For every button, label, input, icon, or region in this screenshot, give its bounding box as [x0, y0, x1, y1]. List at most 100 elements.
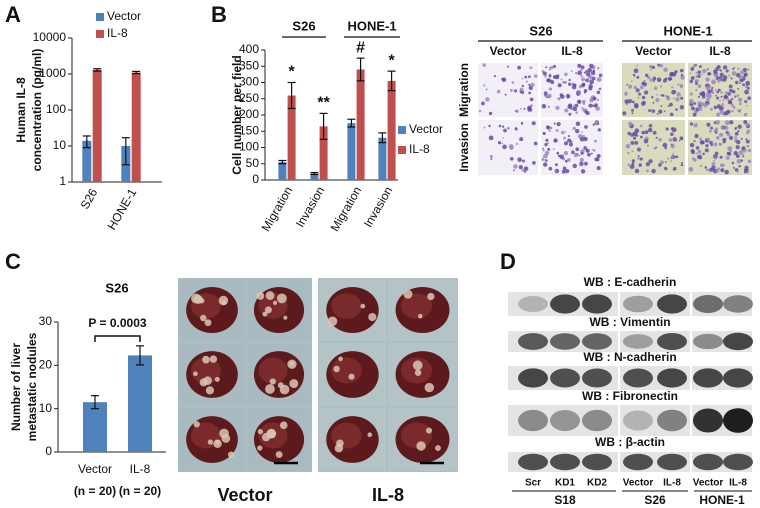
cell [745, 104, 748, 107]
cell [739, 82, 741, 85]
cell [561, 169, 566, 174]
cell [544, 142, 548, 147]
cell [648, 123, 653, 128]
cell [627, 151, 630, 155]
nodule [279, 421, 288, 430]
y-tick-label: 50 [246, 156, 260, 170]
cell [716, 167, 721, 171]
cell [720, 78, 724, 82]
liver-lobe [191, 422, 221, 449]
y-tick-label: 10 [39, 401, 53, 415]
cell [715, 120, 720, 125]
cell [719, 76, 723, 80]
cell [588, 86, 593, 91]
cell [592, 96, 597, 101]
y-tick-label: 250 [239, 91, 259, 105]
cell [592, 123, 596, 126]
cell [660, 105, 663, 107]
legend-label: IL-8 [409, 142, 430, 156]
cell [651, 109, 656, 113]
cell [731, 161, 735, 165]
cell [743, 112, 748, 117]
cell [572, 126, 576, 131]
blot-band [693, 368, 723, 388]
error-bar [356, 57, 365, 82]
cell [545, 66, 548, 69]
cell [502, 144, 507, 150]
cell [567, 104, 573, 109]
lane-group-label: HONE-1 [699, 493, 745, 507]
cell [720, 168, 725, 173]
cell [568, 82, 572, 86]
nodule [333, 365, 340, 373]
cell [667, 76, 672, 81]
blot-band [550, 294, 580, 314]
cell [709, 167, 714, 172]
cell [648, 127, 653, 133]
cell [554, 168, 560, 174]
cell [707, 72, 711, 76]
cell [742, 155, 745, 158]
cell [596, 90, 601, 95]
cell [734, 95, 737, 98]
blot-strip [508, 366, 753, 390]
cell [583, 71, 586, 74]
cell [638, 92, 642, 96]
cell [691, 106, 695, 111]
cell [744, 74, 747, 77]
cell [646, 169, 649, 173]
cell [580, 74, 583, 78]
cell [668, 138, 673, 142]
cell [640, 135, 643, 139]
cell [723, 125, 729, 131]
cell [734, 126, 738, 130]
cell [516, 142, 518, 145]
p-value: P = 0.0003 [88, 316, 146, 330]
cell [585, 148, 590, 153]
cell [696, 155, 699, 158]
cell [594, 139, 597, 143]
cell [498, 124, 502, 128]
cell [634, 140, 639, 145]
cell [630, 140, 635, 145]
error-bar [387, 70, 396, 92]
micrograph [541, 63, 603, 117]
nodule [213, 439, 222, 448]
cell [580, 69, 583, 72]
nodule [262, 311, 268, 317]
cell [533, 74, 538, 78]
cell [597, 122, 600, 125]
x-tick-label: Migration [328, 184, 365, 234]
nodule [275, 451, 283, 459]
cell [637, 96, 640, 99]
cell [596, 77, 602, 82]
cell [676, 92, 681, 97]
nodule [360, 303, 366, 309]
cell [598, 73, 603, 78]
cell [713, 105, 718, 110]
cell [702, 68, 707, 74]
cell [579, 161, 584, 167]
cell [720, 69, 723, 72]
cell [528, 85, 533, 91]
cell [739, 108, 742, 111]
cell [735, 145, 740, 150]
blot-band [657, 368, 687, 388]
cell [633, 68, 639, 74]
photo-group-label: IL-8 [372, 485, 404, 505]
cell [689, 92, 693, 96]
cell [695, 123, 698, 126]
cell [597, 67, 600, 70]
blot-band [623, 334, 653, 349]
cell [733, 166, 735, 169]
cell [629, 85, 632, 88]
y-tick-label: 20 [39, 358, 53, 372]
cell [485, 88, 488, 91]
blot-band [723, 408, 753, 433]
cell [689, 142, 695, 148]
cell [735, 80, 739, 85]
cell [509, 156, 514, 161]
cell [547, 142, 550, 144]
nodule [367, 432, 373, 438]
